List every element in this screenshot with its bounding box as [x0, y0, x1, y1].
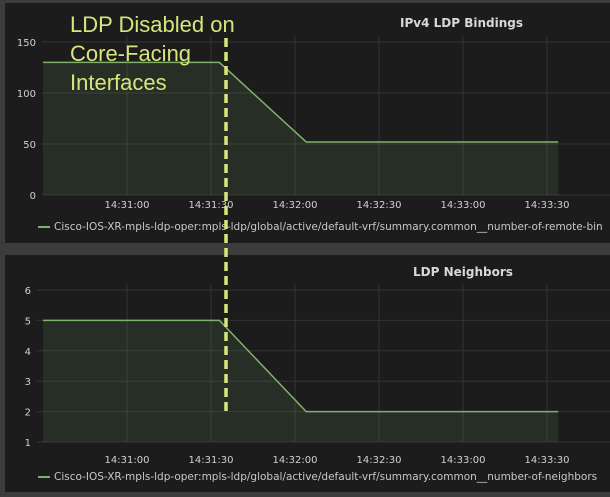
series-line — [43, 319, 559, 413]
legend-item[interactable]: Cisco-IOS-XR-mpls-ldp-oper:mpls-ldp/glob… — [38, 221, 603, 233]
legend-swatch — [38, 476, 50, 478]
y-tick-label: 2 — [25, 408, 31, 419]
ldp-neighbors-chart: 1 2 3 4 5 6 14:31:00 14:31:30 14:32:00 14:32:30 14… — [25, 284, 610, 466]
x-tick-label: 14:33:30 — [525, 455, 570, 466]
x-tick-label: 14:31:00 — [105, 200, 150, 211]
series-area — [43, 62, 559, 196]
y-tick-label: 6 — [25, 286, 31, 297]
x-tick-label: 14:33:30 — [525, 200, 570, 211]
annotation-line: Interfaces — [70, 70, 167, 95]
ipv4-ldp-bindings-chart: 0 50 100 150 14:31:00 14:31:30 14:32:00 14:32:3… — [17, 36, 610, 211]
x-tick-label: 14:32:30 — [357, 200, 402, 211]
annotation-line: LDP Disabled on — [70, 12, 235, 37]
x-tick-label: 14:31:30 — [189, 200, 234, 211]
y-tick-label: 100 — [17, 89, 36, 100]
legend-item[interactable]: Cisco-IOS-XR-mpls-ldp-oper:mpls-ldp/glob… — [38, 471, 597, 483]
y-tick-label: 1 — [25, 438, 31, 449]
legend-label: Cisco-IOS-XR-mpls-ldp-oper:mpls-ldp/glob… — [54, 471, 598, 483]
y-tick-label: 3 — [25, 377, 31, 388]
y-tick-label: 150 — [17, 38, 36, 49]
panel-title: IPv4 LDP Bindings — [400, 16, 523, 30]
series-line — [43, 61, 559, 143]
x-tick-label: 14:33:00 — [441, 455, 486, 466]
ipv4-ldp-bindings-panel: IPv4 LDP Bindings 0 50 100 150 14:31:00 14:31… — [5, 3, 610, 243]
y-tick-label: 5 — [25, 316, 31, 327]
y-tick-label: 50 — [23, 140, 36, 151]
x-tick-label: 14:32:00 — [273, 200, 318, 211]
ldp-neighbors-panel: LDP Neighbors 1 2 3 4 5 6 14:31:00 14:31:30 14:3… — [5, 255, 610, 492]
legend-swatch — [38, 226, 50, 228]
x-tick-label: 14:31:00 — [105, 455, 150, 466]
annotation-text: LDP Disabled on Core-Facing Interfaces — [70, 10, 235, 97]
x-tick-label: 14:33:00 — [441, 200, 486, 211]
panel-title: LDP Neighbors — [413, 265, 513, 279]
x-tick-label: 14:31:30 — [189, 455, 234, 466]
legend-label: Cisco-IOS-XR-mpls-ldp-oper:mpls-ldp/glob… — [54, 221, 603, 233]
x-tick-label: 14:32:30 — [357, 455, 402, 466]
y-tick-label: 0 — [30, 191, 36, 202]
y-tick-label: 4 — [25, 347, 31, 358]
annotation-line: Core-Facing — [70, 41, 192, 66]
x-tick-label: 14:32:00 — [273, 455, 318, 466]
